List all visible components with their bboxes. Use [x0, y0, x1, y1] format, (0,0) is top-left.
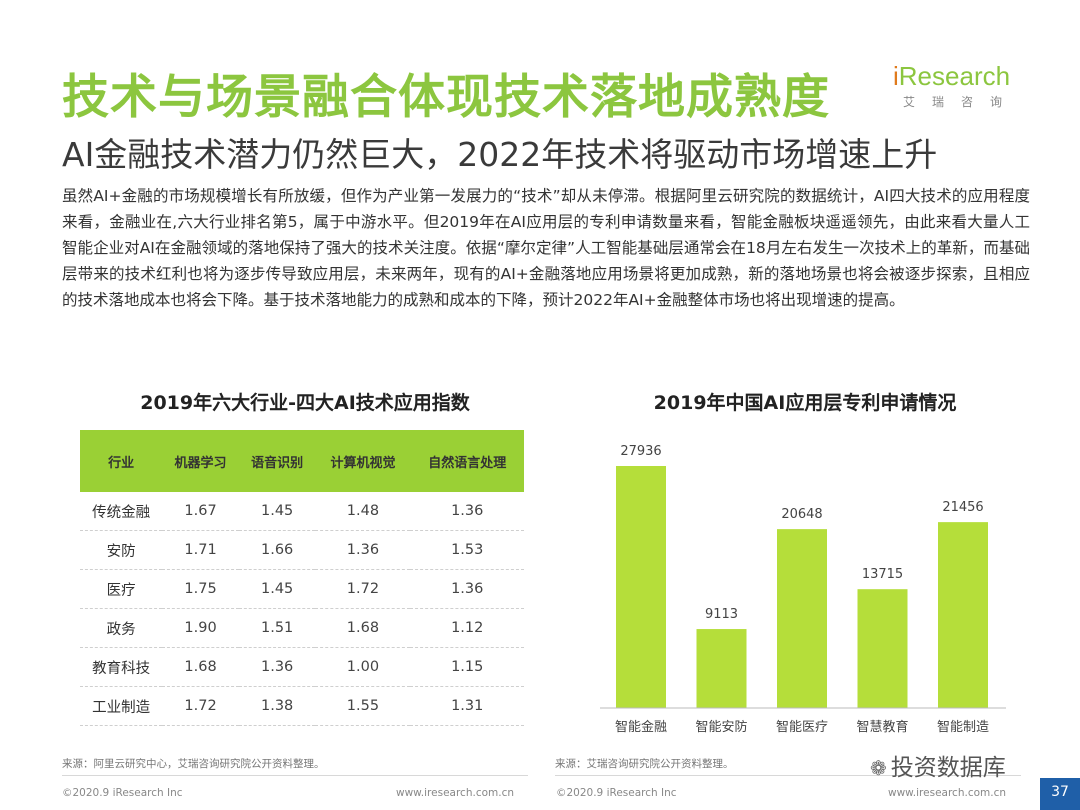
footer-url: www.iresearch.com.cn: [396, 787, 515, 799]
footer-copyright: ©2020.9 iResearch Inc: [556, 787, 677, 799]
bar: [938, 522, 988, 708]
ai-index-table: 行业 机器学习 语音识别 计算机视觉 自然语言处理 传统金融 1.67 1.45…: [80, 430, 524, 726]
table-cell: 1.00: [315, 647, 411, 687]
category-label: 智能医疗: [776, 720, 828, 735]
bar-value-label: 20648: [781, 507, 822, 522]
footer-divider: [555, 775, 1021, 776]
table-row: 医疗 1.75 1.45 1.72 1.36: [80, 569, 524, 609]
category-label: 智能制造: [937, 720, 989, 735]
table-cell: 医疗: [80, 569, 163, 609]
table-cell: 传统金融: [80, 492, 163, 531]
bar: [857, 589, 908, 708]
table-row: 政务 1.90 1.51 1.68 1.12: [80, 608, 524, 648]
iresearch-logo: iResearch 艾瑞咨询: [893, 62, 1033, 110]
table-cell: 1.12: [410, 608, 524, 648]
wechat-icon: ❁: [870, 756, 887, 780]
table-cell: 政务: [80, 608, 163, 648]
table-cell: 1.48: [315, 492, 411, 531]
page-number: 37: [1040, 778, 1080, 810]
table-cell: 1.36: [238, 647, 316, 687]
table-header-row: 行业 机器学习 语音识别 计算机视觉 自然语言处理: [80, 430, 524, 492]
table-cell: 1.75: [162, 569, 239, 609]
table-row: 教育科技 1.68 1.36 1.00 1.15: [80, 647, 524, 687]
table-cell: 1.45: [238, 492, 316, 531]
table-title: 2019年六大行业-四大AI技术应用指数: [140, 392, 470, 414]
table-row: 安防 1.71 1.66 1.36 1.53: [80, 530, 524, 570]
table-row: 工业制造 1.72 1.38 1.55 1.31: [80, 686, 524, 726]
footer-url: www.iresearch.com.cn: [888, 787, 1007, 799]
table-cell: 1.66: [238, 530, 316, 570]
table-cell: 教育科技: [80, 647, 163, 687]
table-cell: 1.72: [315, 569, 411, 609]
watermark: ❁ 投资数据库: [870, 755, 1006, 781]
bar-value-label: 21456: [942, 500, 983, 515]
table-cell: 1.68: [315, 608, 411, 648]
patent-bar-chart: 27936 智能金融 9113 智能安防 20648 智能医疗 13715 智慧教育 21456…: [600, 444, 1006, 735]
chart-title: 2019年中国AI应用层专利申请情况: [653, 392, 957, 414]
table-cell: 1.68: [162, 647, 239, 687]
chart-source-note: 来源：艾瑞咨询研究院公开资料整理。: [555, 758, 734, 770]
table-cell: 1.67: [162, 492, 239, 531]
logo-subtitle: 艾瑞咨询: [903, 95, 1020, 109]
table-cell: 1.55: [315, 686, 411, 726]
table-cell: 1.51: [238, 608, 316, 648]
table-header-cell: 自然语言处理: [410, 430, 524, 492]
table-header-cell: 机器学习: [162, 430, 239, 492]
bar-value-label: 9113: [705, 607, 738, 622]
table-source-note: 来源：阿里云研究中心，艾瑞咨询研究院公开资料整理。: [62, 758, 325, 770]
table-cell: 安防: [80, 530, 163, 570]
table-header-cell: 行业: [80, 430, 163, 492]
table-cell: 1.45: [238, 569, 316, 609]
page-title: 技术与场景融合体现技术落地成熟度: [62, 70, 830, 125]
category-label: 智能金融: [615, 719, 667, 735]
table-cell: 1.90: [162, 608, 239, 648]
table-cell: 1.31: [410, 686, 524, 726]
table-header-cell: 计算机视觉: [315, 430, 411, 492]
table-cell: 1.15: [410, 647, 524, 687]
table-cell: 1.38: [238, 686, 316, 726]
bar-value-label: 27936: [620, 444, 661, 459]
table-cell: 1.53: [410, 530, 524, 570]
bar: [616, 466, 666, 708]
category-label: 智慧教育: [856, 719, 908, 735]
table-cell: 工业制造: [80, 686, 163, 726]
footer-divider: [62, 775, 528, 776]
table-cell: 1.72: [162, 686, 239, 726]
bar: [696, 629, 747, 708]
table-row: 传统金融 1.67 1.45 1.48 1.36: [80, 492, 524, 531]
bar: [777, 529, 827, 708]
table-cell: 1.36: [410, 569, 524, 609]
body-paragraph: 虽然AI+金融的市场规模增长有所放缓，但作为产业第一发展力的“技术”却从未停滞。…: [62, 187, 1030, 309]
page-subtitle: AI金融技术潜力仍然巨大，2022年技术将驱动市场增速上升: [62, 135, 938, 174]
footer-copyright: ©2020.9 iResearch Inc: [62, 787, 183, 799]
table-header-cell: 语音识别: [238, 430, 316, 492]
logo-wordmark: iResearch: [893, 61, 1011, 91]
table-cell: 1.71: [162, 530, 239, 570]
table-cell: 1.36: [410, 492, 524, 531]
bar-value-label: 13715: [862, 567, 903, 582]
category-label: 智能安防: [695, 719, 747, 735]
table-cell: 1.36: [315, 530, 411, 570]
